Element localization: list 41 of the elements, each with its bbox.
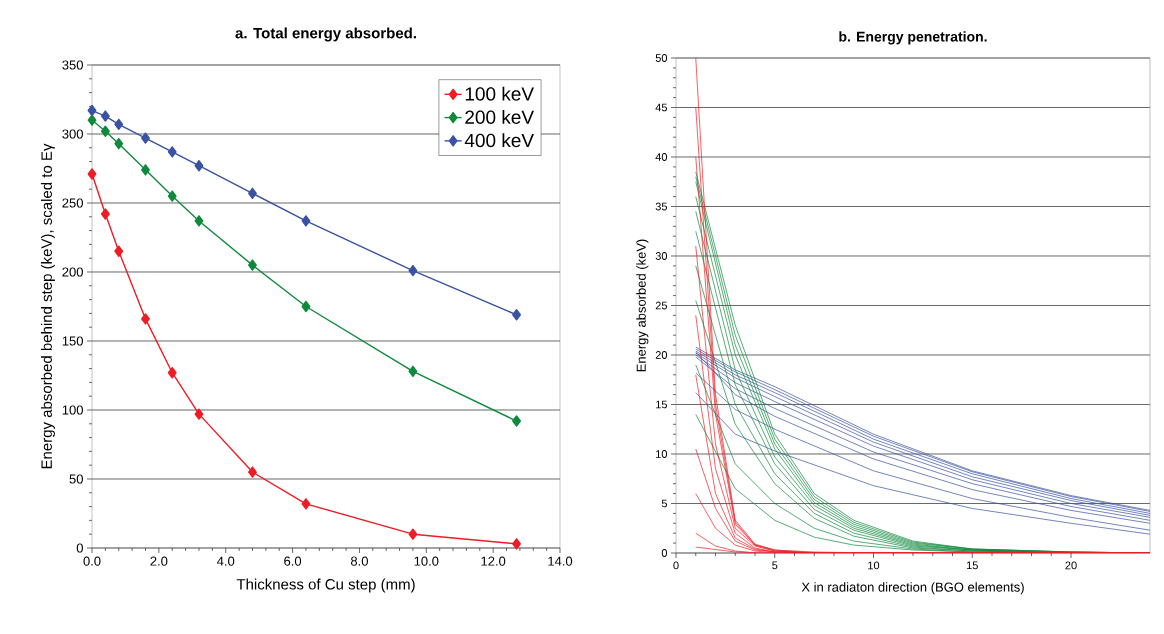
y-axis-title: Energy absorbed (keV) xyxy=(636,239,649,372)
x-tick-label: 5 xyxy=(772,561,778,570)
y-tick-label: 20 xyxy=(655,351,668,359)
y-tick-label: 45 xyxy=(655,103,667,112)
x-tick-label: 20 xyxy=(1065,561,1077,570)
y-tick-label: 350 xyxy=(62,60,83,70)
x-tick-label: 0 xyxy=(673,561,679,570)
x-tick-label: 10.0 xyxy=(414,556,439,566)
legend-label: 200 keV xyxy=(465,109,534,124)
x-tick-label: 10 xyxy=(868,561,880,570)
y-tick-label: 0 xyxy=(661,549,668,557)
y-tick-label: 250 xyxy=(62,198,83,208)
y-tick-label: 40 xyxy=(655,153,668,161)
chart-title: b. Energy penetration. xyxy=(839,31,987,45)
y-tick-label: 10 xyxy=(656,450,668,458)
x-tick-label: 14.0 xyxy=(548,556,573,566)
x-tick-label: 4.0 xyxy=(216,556,235,566)
chart-title: a. Total energy absorbed. xyxy=(235,27,416,42)
x-tick-label: 12.0 xyxy=(481,556,506,566)
x-tick-label: 8.0 xyxy=(350,556,368,566)
y-tick-label: 200 xyxy=(62,267,83,277)
y-tick-label: 50 xyxy=(69,474,83,484)
y-tick-label: 300 xyxy=(62,129,83,139)
y-tick-label: 50 xyxy=(655,54,668,62)
legend-label: 400 keV xyxy=(464,133,534,148)
y-tick-label: 100 xyxy=(62,405,83,415)
y-tick-label: 25 xyxy=(655,301,667,310)
x-tick-label: 15 xyxy=(966,561,978,570)
x-tick-label: 6.0 xyxy=(284,556,302,566)
x-tick-label: 2.0 xyxy=(150,556,168,566)
x-axis-title: X in radiaton direction (BGO elements) xyxy=(801,582,1024,595)
y-axis-title: Energy absorbed behind step (keV), scaled to Eγ xyxy=(40,143,55,469)
y-tick-label: 15 xyxy=(656,400,667,409)
y-tick-label: 35 xyxy=(655,202,667,211)
y-tick-label: 150 xyxy=(62,336,83,346)
x-tick-label: 0.0 xyxy=(83,556,101,566)
y-tick-label: 5 xyxy=(661,499,667,508)
x-axis-title: Thickness of Cu step (mm) xyxy=(236,578,415,593)
legend-label: 100 keV xyxy=(465,86,534,101)
y-tick-label: 0 xyxy=(76,543,83,553)
y-tick-label: 30 xyxy=(655,252,668,260)
